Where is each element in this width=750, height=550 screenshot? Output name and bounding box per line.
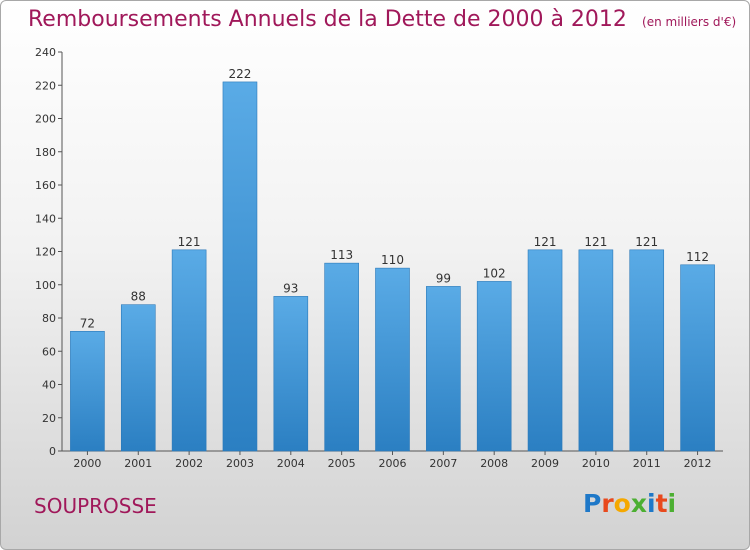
bars: [70, 81, 715, 452]
logo-letter: P: [583, 489, 602, 518]
y-tick-label: 180: [35, 146, 56, 159]
bar-2002: [171, 249, 207, 452]
value-label-2004: 93: [283, 281, 298, 295]
bar-2010: [578, 249, 614, 452]
logo-letter: r: [601, 489, 614, 518]
bar-2001: [120, 304, 156, 452]
value-label-2001: 88: [131, 290, 146, 304]
value-label-2005: 113: [330, 248, 353, 262]
y-tick-label: 20: [42, 412, 56, 425]
x-tick-label-2005: 2005: [328, 457, 356, 470]
logo-letter: i: [667, 489, 677, 518]
commune-name: SOUPROSSE: [34, 494, 157, 518]
y-tick-label: 0: [49, 445, 56, 458]
bar-2006: [375, 267, 410, 452]
bar-2000: [70, 330, 105, 452]
y-tick-label: 160: [35, 179, 56, 192]
x-tick-label-2007: 2007: [429, 457, 457, 470]
x-tick-label-2012: 2012: [684, 457, 712, 470]
x-tick-label-2002: 2002: [175, 457, 203, 470]
y-tick-label: 80: [42, 312, 56, 325]
x-tick-label-2003: 2003: [226, 457, 254, 470]
x-tick-label-2000: 2000: [73, 457, 101, 470]
value-label-2000: 72: [80, 316, 95, 330]
value-label-2007: 99: [436, 271, 451, 285]
y-tick-label: 100: [35, 279, 56, 292]
value-label-2010: 121: [584, 235, 607, 249]
x-tick-label-2004: 2004: [277, 457, 305, 470]
value-label-2009: 121: [534, 235, 557, 249]
chart-title: Remboursements Annuels de la Dette de 20…: [28, 7, 736, 32]
y-tick-label: 220: [35, 79, 56, 92]
bar-2008: [476, 281, 512, 452]
bar-2009: [527, 249, 563, 452]
axes: 0 20 40 60 80 100 120 140 160 180 200 220 240 2000 200…: [35, 46, 723, 470]
x-tick-label-2008: 2008: [480, 457, 508, 470]
x-tick-label-2011: 2011: [633, 457, 661, 470]
y-tick-label: 40: [42, 379, 56, 392]
proxiti-logo: Proxiti: [583, 489, 676, 518]
x-tick-label-2010: 2010: [582, 457, 610, 470]
value-label-2011: 121: [635, 235, 658, 249]
value-label-2012: 112: [686, 250, 709, 264]
value-label-2002: 121: [178, 235, 201, 249]
y-tick-label: 60: [42, 345, 56, 358]
y-tick-label: 200: [35, 113, 56, 126]
value-labels: 72 88 121 222 93 113 110 99 102 121 121 121 112: [80, 67, 709, 330]
chart-title-main: Remboursements Annuels de la Dette de 20…: [28, 7, 627, 32]
bar-2005: [324, 262, 359, 452]
logo-letter: i: [647, 489, 656, 518]
y-tick-label: 240: [35, 46, 56, 59]
value-label-2006: 110: [381, 253, 404, 267]
bar-2004: [273, 296, 309, 452]
x-tick-label-2006: 2006: [379, 457, 407, 470]
logo-letter: t: [655, 489, 668, 518]
x-tick-label-2001: 2001: [124, 457, 152, 470]
y-tick-label: 140: [35, 212, 56, 225]
logo-letter: o: [613, 489, 631, 518]
bar-2011: [629, 249, 665, 452]
value-label-2003: 222: [229, 67, 252, 81]
bar-2007: [426, 286, 461, 452]
bar-2012: [680, 264, 715, 452]
logo-letter: x: [630, 489, 647, 518]
y-tick-label: 120: [35, 246, 56, 259]
bar-2003: [222, 81, 258, 452]
value-label-2008: 102: [483, 266, 506, 280]
x-tick-label-2009: 2009: [531, 457, 559, 470]
chart-unit: (en milliers d'€): [642, 15, 737, 29]
